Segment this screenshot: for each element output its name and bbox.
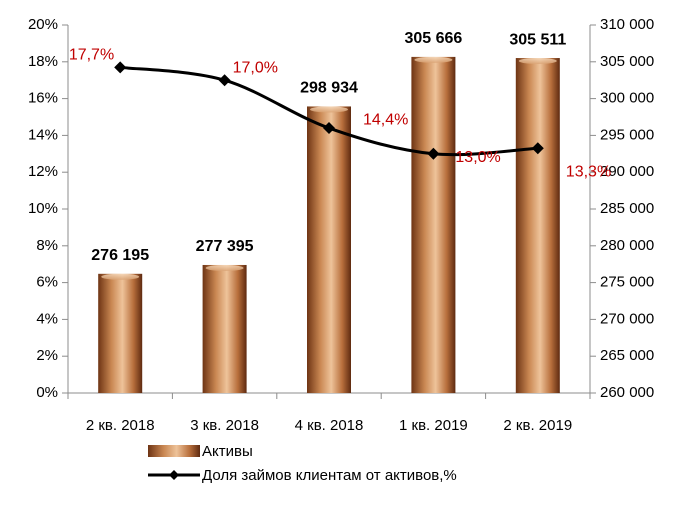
line-value-label: 17,7% [69, 47, 114, 64]
line-value-label: 14,4% [363, 111, 408, 128]
line-marker [114, 61, 127, 74]
x-tick-label: 1 кв. 2019 [399, 417, 468, 434]
bar-value-label: 305 511 [509, 31, 566, 48]
line-marker [531, 142, 544, 155]
legend-label: Активы [202, 443, 253, 460]
bar [307, 106, 351, 393]
y-tick-label: 2% [36, 347, 58, 364]
bar [202, 264, 247, 393]
bar-value-label: 298 934 [300, 80, 358, 97]
y2-tick-label: 290 000 [600, 163, 654, 180]
y-tick-label: 18% [28, 53, 58, 70]
y2-tick-label: 285 000 [600, 200, 654, 217]
legend-swatch [148, 445, 200, 457]
bar-cap [414, 56, 453, 63]
y2-tick-label: 270 000 [600, 310, 654, 327]
y-tick-label: 8% [36, 237, 58, 254]
y-tick-label: 20% [28, 16, 58, 33]
x-tick-label: 4 кв. 2018 [295, 417, 364, 434]
bar-cap [205, 264, 244, 271]
bar-value-label: 277 395 [196, 238, 254, 255]
line-marker [427, 147, 440, 160]
y2-tick-label: 310 000 [600, 16, 654, 33]
y-tick-label: 14% [28, 126, 58, 143]
legend-label: Доля займов клиентам от активов,% [202, 467, 457, 484]
x-tick-label: 3 кв. 2018 [190, 417, 259, 434]
y2-tick-label: 300 000 [600, 90, 654, 107]
bar-value-label: 305 666 [404, 30, 462, 47]
y-tick-label: 16% [28, 90, 58, 107]
line-value-label: 13,3% [566, 163, 611, 180]
x-tick-label: 2 кв. 2018 [86, 417, 155, 434]
bar [515, 58, 560, 394]
y2-tick-label: 265 000 [600, 347, 654, 364]
bar [98, 273, 143, 393]
x-tick-label: 2 кв. 2019 [503, 417, 572, 434]
y-tick-label: 0% [36, 384, 58, 401]
y2-tick-label: 280 000 [600, 237, 654, 254]
line-value-label: 17,0% [233, 59, 278, 76]
y2-tick-label: 275 000 [600, 274, 654, 291]
bar [411, 56, 456, 393]
legend-marker [169, 470, 179, 480]
y-tick-label: 6% [36, 274, 58, 291]
y2-tick-label: 260 000 [600, 384, 654, 401]
bar-cap [310, 106, 348, 113]
y-tick-label: 4% [36, 310, 58, 327]
bar-cap [101, 273, 140, 280]
line-value-label: 13,0% [455, 149, 500, 166]
bar-cap [518, 58, 557, 65]
y-tick-label: 10% [28, 200, 58, 217]
line-marker [218, 74, 231, 87]
bar-value-label: 276 195 [91, 247, 149, 264]
y2-tick-label: 295 000 [600, 126, 654, 143]
y-tick-label: 12% [28, 163, 58, 180]
line-marker [323, 122, 335, 135]
y2-tick-label: 305 000 [600, 53, 654, 70]
